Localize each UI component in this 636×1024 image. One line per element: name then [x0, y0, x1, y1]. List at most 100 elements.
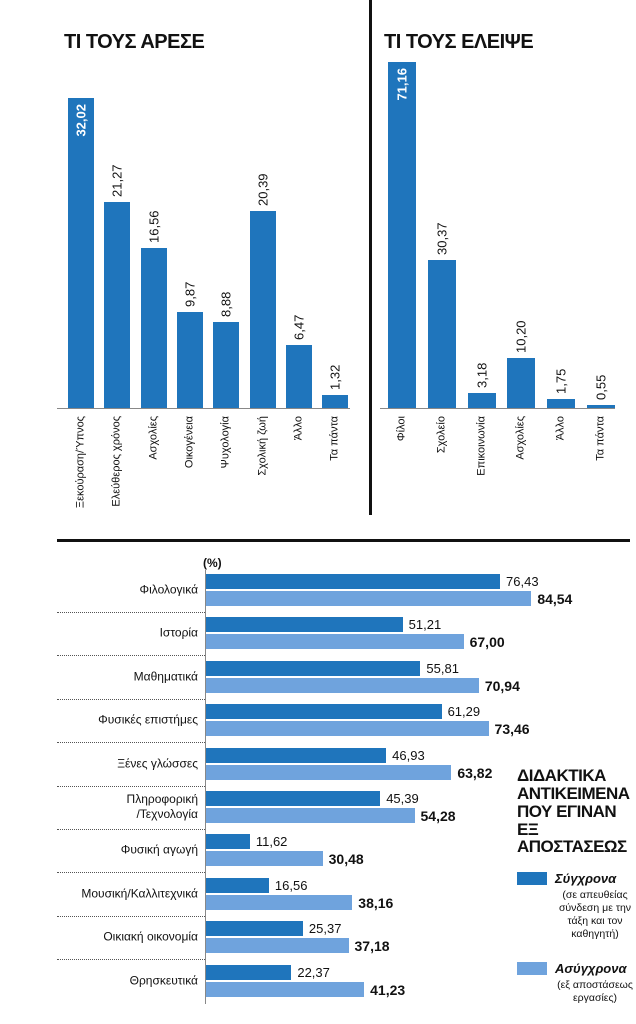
bar [507, 358, 536, 408]
y-tick-label: Πληροφορική /Τεχνολογία [126, 792, 198, 821]
separator [57, 785, 205, 787]
x-tick-label: Ψυχολογία [219, 416, 232, 469]
value-label: 84,54 [537, 591, 573, 607]
value-label: 73,46 [494, 721, 530, 738]
value-label: 8,88 [218, 291, 234, 318]
bar [322, 395, 349, 408]
value-label: 76,43 [506, 574, 539, 589]
separator [57, 655, 205, 657]
bar [205, 747, 387, 763]
y-tick-label: Φυσική αγωγή [120, 842, 198, 857]
bar [285, 345, 312, 408]
bar [205, 660, 421, 676]
bar [205, 617, 403, 633]
y-tick-label: Οικιακή οικονομία [103, 929, 198, 944]
x-tick-label: Ελεύθερος χρόνος [110, 416, 123, 507]
legend-label: Σύγχρονα [555, 871, 617, 886]
x-tick-label: Άλλο [554, 416, 567, 441]
bar [205, 677, 479, 693]
value-label: 9,87 [182, 282, 198, 308]
y-tick-label: Ξένες γλώσσες [117, 756, 198, 771]
value-label: 30,37 [434, 222, 450, 256]
bar [68, 98, 94, 408]
value-label: 55,81 [426, 660, 459, 676]
axis-line [205, 570, 206, 1004]
x-tick-label: Επικοινωνία [475, 416, 488, 476]
legend-description: (εξ αποστάσεως εργασίες) [557, 979, 633, 1005]
bar [205, 721, 489, 737]
baseline [380, 408, 615, 409]
bar [176, 312, 203, 408]
bar [427, 260, 456, 408]
legend-swatch [517, 962, 547, 975]
x-tick-label: Τα πάντα [328, 416, 341, 461]
value-label: 3,18 [474, 362, 490, 388]
bar [205, 938, 349, 954]
separator [57, 612, 205, 613]
x-tick-label: Σχολική ζωή [256, 416, 268, 476]
y-tick-label: Μουσική/Καλλιτεχνικά [81, 886, 198, 901]
y-tick-label: Φυσικές επιστήμες [98, 712, 198, 727]
value-label: 6,47 [291, 315, 307, 341]
value-label: 16,56 [146, 210, 162, 243]
value-label: 21,27 [109, 164, 125, 198]
bar [205, 921, 303, 937]
divider [369, 0, 372, 515]
bar [205, 764, 452, 780]
separator [57, 915, 205, 917]
value-label: 38,16 [358, 894, 394, 911]
value-label: 61,29 [447, 704, 481, 720]
y-tick-label: Μαθηματικά [133, 669, 198, 684]
value-label: 63,82 [457, 764, 493, 781]
value-label: 16,56 [274, 877, 308, 893]
value-label: 1,75 [553, 369, 569, 395]
value-label: 37,18 [354, 938, 390, 955]
value-label: 45,39 [386, 791, 419, 806]
bar [205, 808, 415, 823]
value-label: 11,62 [255, 834, 288, 850]
value-label: 0,55 [593, 375, 609, 401]
bar [205, 834, 250, 850]
value-label: 22,37 [297, 964, 330, 980]
value-label: 10,20 [513, 320, 529, 354]
x-tick-label: Ξεκούραση/Ύπνος [74, 416, 87, 509]
y-tick-label: Ιστορία [159, 625, 198, 640]
value-label: 41,23 [370, 981, 406, 998]
legend-label: Ασύγχρονα [555, 961, 627, 976]
separator [57, 829, 205, 830]
y-tick-label: Φιλολογικά [139, 582, 198, 597]
bar [205, 574, 501, 589]
divider [57, 539, 630, 542]
value-label: 71,16 [394, 68, 410, 101]
bar [205, 877, 269, 893]
bar [205, 981, 365, 997]
separator [57, 872, 205, 874]
value-label: 20,39 [255, 173, 270, 206]
bar [205, 704, 442, 720]
x-tick-label: Ασχολίες [514, 416, 527, 460]
legend-description: (σε απευθείας σύνδεση με την τάξη και το… [558, 889, 632, 941]
x-tick-label: Οικογένεια [183, 416, 196, 469]
separator [57, 959, 205, 961]
bar [104, 202, 131, 408]
bar [205, 591, 532, 606]
separator [57, 698, 205, 700]
value-label: 54,28 [420, 808, 456, 824]
value-label: 51,21 [408, 617, 442, 633]
bar [205, 791, 381, 806]
chart-title: ΤΙ ΤΟΥΣ ΕΛΕΙΨΕ [384, 31, 534, 53]
bar [467, 392, 496, 408]
y-tick-label: Θρησκευτικά [129, 973, 198, 988]
value-label: 67,00 [469, 634, 505, 651]
bar [249, 210, 276, 408]
x-tick-label: Τα πάντα [594, 416, 607, 461]
x-tick-label: Φίλοι [395, 416, 408, 442]
bar [388, 62, 416, 408]
x-tick-label: Άλλο [292, 416, 305, 441]
baseline [57, 408, 350, 409]
bar [587, 405, 615, 408]
value-label: 70,94 [484, 677, 520, 694]
value-label: 46,93 [392, 747, 425, 763]
x-tick-label: Σχολείο [435, 416, 448, 454]
